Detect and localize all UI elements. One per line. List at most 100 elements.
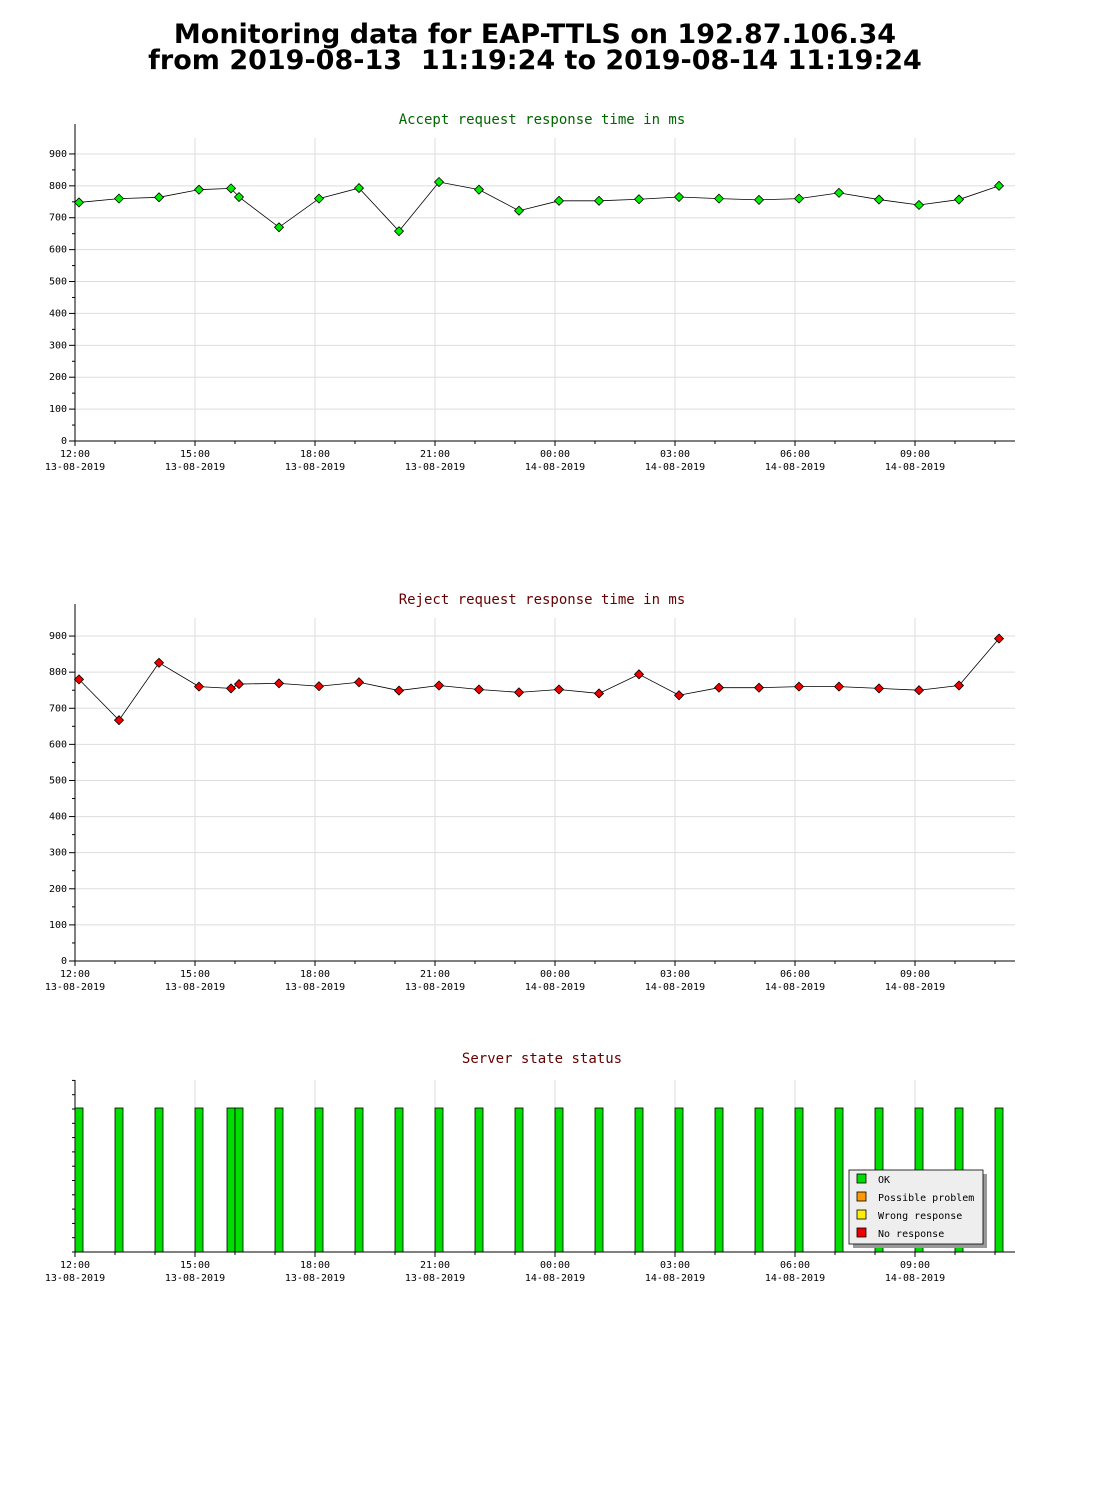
x-tick-label-time: 15:00 <box>180 969 210 980</box>
chart-title: Reject request response time in ms <box>399 592 686 608</box>
y-tick-label: 800 <box>49 667 67 678</box>
x-tick-label-time: 18:00 <box>300 449 330 460</box>
x-tick-label-date: 14-08-2019 <box>885 982 945 993</box>
y-tick-label: 400 <box>49 308 67 319</box>
data-point <box>513 205 525 216</box>
x-tick-label-time: 03:00 <box>660 449 690 460</box>
legend-swatch <box>856 1209 867 1220</box>
data-point <box>353 677 365 688</box>
status-bar <box>474 1107 484 1253</box>
data-point <box>273 222 285 233</box>
series-line <box>78 181 1000 232</box>
status-bar <box>314 1107 324 1253</box>
x-tick-label-date: 13-08-2019 <box>285 462 345 473</box>
legend-label: No response <box>878 1229 944 1240</box>
x-tick-label-time: 15:00 <box>180 1260 210 1271</box>
x-tick-label-time: 00:00 <box>540 449 570 460</box>
data-point <box>193 681 205 692</box>
status-bar <box>154 1107 164 1253</box>
x-tick-label-date: 13-08-2019 <box>45 982 105 993</box>
data-point <box>713 193 725 204</box>
status-bar <box>394 1107 404 1253</box>
y-tick-label: 800 <box>49 181 67 192</box>
x-tick-label-time: 09:00 <box>900 1260 930 1271</box>
x-tick-label-time: 03:00 <box>660 1260 690 1271</box>
x-tick-label-time: 21:00 <box>420 1260 450 1271</box>
status-bar <box>674 1107 684 1253</box>
data-point <box>593 195 605 206</box>
data-point <box>513 687 525 698</box>
data-point <box>753 682 765 693</box>
status-bar <box>226 1107 236 1253</box>
data-point <box>273 678 285 689</box>
y-tick-label: 200 <box>49 372 67 383</box>
x-tick-label-time: 15:00 <box>180 449 210 460</box>
legend-label: Possible problem <box>878 1193 974 1204</box>
data-point <box>353 183 365 194</box>
x-tick-label-time: 12:00 <box>60 969 90 980</box>
x-tick-label-date: 13-08-2019 <box>165 982 225 993</box>
status-bar <box>434 1107 444 1253</box>
data-point <box>633 669 645 680</box>
data-point <box>553 195 565 206</box>
data-point <box>393 226 405 237</box>
y-tick-label: 500 <box>49 775 67 786</box>
x-tick-label-time: 06:00 <box>780 1260 810 1271</box>
y-tick-label: 400 <box>49 812 67 823</box>
x-tick-label-date: 13-08-2019 <box>405 1273 465 1284</box>
x-tick-label-time: 09:00 <box>900 969 930 980</box>
y-tick-label: 0 <box>61 436 67 447</box>
legend-swatch <box>856 1227 867 1238</box>
data-point <box>193 184 205 195</box>
legend-label: Wrong response <box>878 1211 962 1222</box>
data-point <box>233 679 245 690</box>
x-tick-label-date: 14-08-2019 <box>645 982 705 993</box>
accept-response-chart: Accept request response time in ms 0 100 20… <box>45 112 1015 473</box>
data-point <box>313 193 325 204</box>
y-tick-label: 0 <box>61 956 67 967</box>
x-tick-label-time: 03:00 <box>660 969 690 980</box>
page-title: Monitoring data for EAP-TTLS on 192.87.1… <box>0 19 1070 76</box>
data-point <box>873 194 885 205</box>
data-point <box>913 685 925 696</box>
x-tick-label-time: 00:00 <box>540 969 570 980</box>
x-tick-label-time: 21:00 <box>420 969 450 980</box>
status-bar <box>594 1107 604 1253</box>
data-point <box>833 187 845 198</box>
x-tick-label-time: 12:00 <box>60 449 90 460</box>
x-tick-label-time: 21:00 <box>420 449 450 460</box>
data-point <box>393 685 405 696</box>
x-tick-label-date: 13-08-2019 <box>405 982 465 993</box>
status-bar <box>714 1107 724 1253</box>
status-bar <box>794 1107 804 1253</box>
data-point <box>953 680 965 691</box>
data-point <box>433 680 445 691</box>
data-point <box>673 191 685 203</box>
data-point <box>153 657 165 668</box>
y-tick-label: 900 <box>49 631 67 642</box>
y-tick-label: 200 <box>49 884 67 895</box>
page-title-line-1: Monitoring data for EAP-TTLS on 192.87.1… <box>173 19 897 50</box>
x-tick-label-time: 06:00 <box>780 449 810 460</box>
y-tick-label: 100 <box>49 404 67 415</box>
x-tick-label-date: 13-08-2019 <box>165 462 225 473</box>
x-tick-label-date: 14-08-2019 <box>885 462 945 473</box>
data-point <box>473 184 485 195</box>
y-tick-label: 300 <box>49 848 67 859</box>
data-point <box>673 690 685 701</box>
data-point <box>313 681 325 692</box>
data-point <box>633 194 645 205</box>
status-bar <box>354 1107 364 1253</box>
y-tick-label: 100 <box>49 920 67 931</box>
x-tick-label-time: 09:00 <box>900 449 930 460</box>
page-title-line-2: from 2019-08-13 11:19:24 to 2019-08-14 1… <box>148 45 922 76</box>
legend-box <box>848 1169 984 1245</box>
status-bar <box>514 1107 524 1253</box>
data-point <box>793 681 805 692</box>
status-bar <box>194 1107 204 1253</box>
legend-label: OK <box>878 1175 890 1186</box>
x-tick-label-date: 14-08-2019 <box>765 462 825 473</box>
data-point <box>113 193 125 204</box>
x-tick-label-date: 13-08-2019 <box>165 1273 225 1284</box>
data-point <box>593 688 605 699</box>
